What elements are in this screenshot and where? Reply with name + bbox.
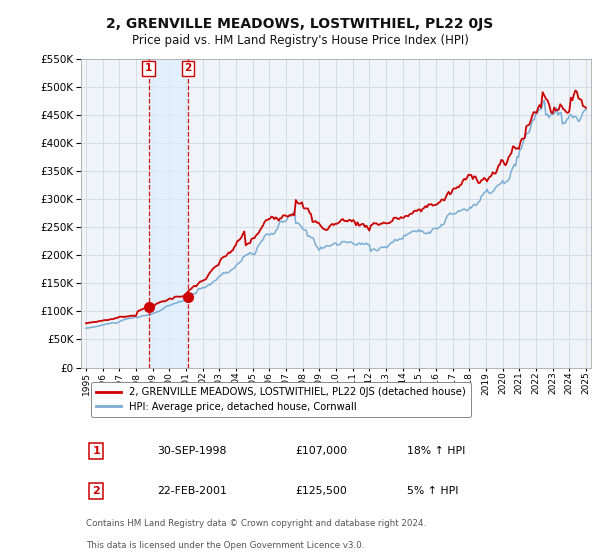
- Text: 2: 2: [185, 63, 192, 73]
- Text: Contains HM Land Registry data © Crown copyright and database right 2024.: Contains HM Land Registry data © Crown c…: [86, 519, 426, 528]
- Text: Price paid vs. HM Land Registry's House Price Index (HPI): Price paid vs. HM Land Registry's House …: [131, 34, 469, 46]
- Text: 2, GRENVILLE MEADOWS, LOSTWITHIEL, PL22 0JS: 2, GRENVILLE MEADOWS, LOSTWITHIEL, PL22 …: [106, 17, 494, 31]
- Text: £125,500: £125,500: [295, 486, 347, 496]
- Text: 5% ↑ HPI: 5% ↑ HPI: [407, 486, 459, 496]
- Legend: 2, GRENVILLE MEADOWS, LOSTWITHIEL, PL22 0JS (detached house), HPI: Average price: 2, GRENVILLE MEADOWS, LOSTWITHIEL, PL22 …: [91, 382, 471, 417]
- Text: 22-FEB-2001: 22-FEB-2001: [157, 486, 227, 496]
- Text: 30-SEP-1998: 30-SEP-1998: [157, 446, 227, 456]
- Text: This data is licensed under the Open Government Licence v3.0.: This data is licensed under the Open Gov…: [86, 542, 364, 550]
- Bar: [149, 59, 188, 367]
- Text: 1: 1: [145, 63, 152, 73]
- Text: 18% ↑ HPI: 18% ↑ HPI: [407, 446, 466, 456]
- Text: 1: 1: [92, 446, 100, 456]
- Text: £107,000: £107,000: [295, 446, 347, 456]
- Text: 2: 2: [92, 486, 100, 496]
